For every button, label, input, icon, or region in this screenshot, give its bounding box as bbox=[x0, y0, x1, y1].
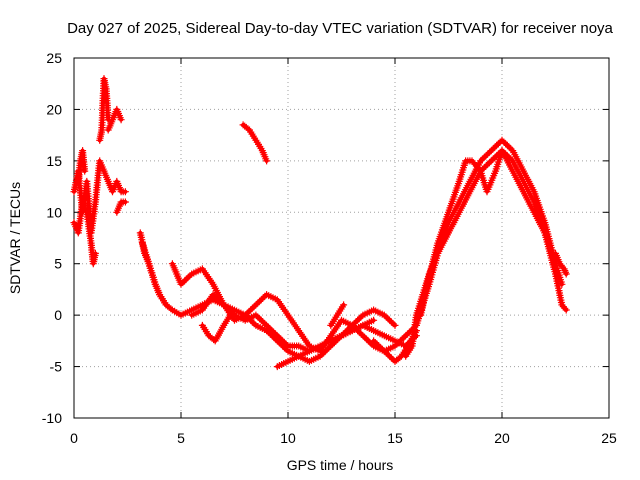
data-point bbox=[354, 316, 362, 324]
axis-ticks: 0 5 10 15 20 25 -10 -5 0 5 10 15 20 25 bbox=[42, 50, 617, 446]
data-point bbox=[257, 296, 265, 304]
data-point bbox=[561, 304, 569, 312]
y-tick-label: -5 bbox=[50, 359, 63, 375]
data-series bbox=[70, 75, 570, 371]
x-tick-label: 10 bbox=[280, 430, 296, 446]
x-tick-label: 15 bbox=[387, 430, 403, 446]
series-track-l bbox=[198, 311, 234, 345]
series-track-c bbox=[74, 147, 89, 185]
data-point bbox=[562, 270, 570, 278]
data-point bbox=[561, 267, 569, 275]
y-axis-title: SDTVAR / TECUs bbox=[7, 182, 23, 294]
data-point bbox=[213, 294, 221, 302]
y-tick-label: 25 bbox=[46, 50, 62, 66]
data-point bbox=[562, 306, 570, 314]
y-tick-label: 5 bbox=[54, 256, 62, 272]
x-tick-label: 0 bbox=[70, 430, 78, 446]
data-point bbox=[373, 340, 381, 348]
data-point bbox=[247, 306, 255, 314]
data-point bbox=[340, 301, 348, 309]
x-tick-label: 20 bbox=[494, 430, 510, 446]
data-point bbox=[121, 188, 129, 196]
series-track-b bbox=[70, 198, 99, 268]
data-point bbox=[268, 332, 276, 340]
x-tick-label: 5 bbox=[177, 430, 185, 446]
data-point bbox=[491, 143, 499, 151]
x-axis-title: GPS time / hours bbox=[287, 457, 394, 473]
data-point bbox=[503, 152, 511, 160]
series-track-j bbox=[168, 260, 399, 365]
series-track-f bbox=[113, 198, 129, 216]
data-point bbox=[117, 116, 125, 124]
data-point bbox=[263, 157, 271, 165]
data-point bbox=[162, 301, 170, 309]
series-track-r bbox=[417, 147, 570, 319]
series-track-i bbox=[139, 239, 170, 309]
y-tick-label: 0 bbox=[54, 307, 62, 323]
y-tick-label: 20 bbox=[46, 101, 62, 117]
data-point bbox=[121, 198, 129, 206]
y-tick-label: 10 bbox=[46, 204, 62, 220]
data-point bbox=[91, 249, 99, 257]
data-point bbox=[384, 351, 392, 359]
x-tick-label: 25 bbox=[601, 430, 617, 446]
series-track-g bbox=[239, 121, 271, 165]
data-point bbox=[475, 165, 483, 173]
data-point bbox=[482, 152, 490, 160]
data-point bbox=[560, 265, 568, 273]
data-point bbox=[391, 321, 399, 329]
y-tick-label: 15 bbox=[46, 153, 62, 169]
data-point bbox=[226, 311, 234, 319]
data-point bbox=[247, 316, 255, 324]
series-track-e bbox=[104, 105, 125, 134]
data-point bbox=[503, 141, 511, 149]
data-point bbox=[384, 315, 392, 323]
data-point bbox=[562, 268, 569, 276]
data-point bbox=[167, 305, 175, 313]
data-point bbox=[257, 316, 265, 324]
data-point bbox=[81, 167, 89, 175]
series-track-n bbox=[327, 301, 348, 329]
data-point bbox=[370, 316, 378, 324]
series-track-s bbox=[552, 249, 570, 278]
plot-frame bbox=[73, 57, 610, 419]
series-track-m bbox=[273, 316, 378, 371]
data-point bbox=[482, 162, 490, 170]
y-tick-label: -10 bbox=[42, 410, 62, 426]
data-point bbox=[277, 340, 285, 348]
chart-title: Day 027 of 2025, Sidereal Day-to-day VTE… bbox=[67, 20, 613, 37]
